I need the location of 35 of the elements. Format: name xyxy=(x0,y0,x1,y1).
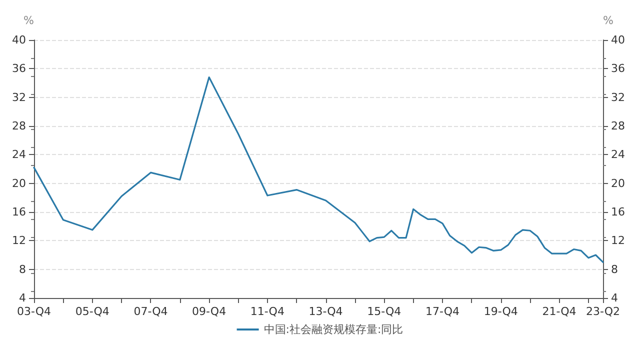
y2-tick-label: 24 xyxy=(611,148,625,162)
y-tick-label: 20 xyxy=(12,176,26,190)
y-tick-label: 36 xyxy=(12,62,26,76)
y-axis-title: % xyxy=(24,14,34,27)
y-tick-label: 16 xyxy=(12,206,26,218)
y-tick-label: 32 xyxy=(12,90,26,104)
x-tick-label: 13-Q4 xyxy=(308,305,343,318)
legend-label: 中国:社会融资规模存量:同比 xyxy=(264,323,404,336)
y2-tick-label: 40 xyxy=(611,34,625,46)
y-tick-label: 40 xyxy=(12,34,26,46)
y-tick-label: 24 xyxy=(12,148,26,162)
y2-tick-label: 32 xyxy=(611,90,625,104)
line-series xyxy=(33,76,604,263)
y2-tick-label: 28 xyxy=(611,120,625,132)
y2-tick-label: 8 xyxy=(611,262,618,276)
y2-tick-label: 20 xyxy=(611,176,625,190)
x-tick-label: 09-Q4 xyxy=(192,305,226,318)
y2-tick-label: 36 xyxy=(611,62,625,76)
y2-tick-label: 4 xyxy=(611,292,618,304)
y2-axis-title: % xyxy=(603,14,614,27)
y-tick-label: 28 xyxy=(12,120,26,132)
y2-tick-label: 16 xyxy=(611,206,625,218)
y-tick-label: 4 xyxy=(19,292,26,304)
x-tick-label: 21-Q4 xyxy=(542,305,576,318)
y2-tick-label: 12 xyxy=(611,234,625,248)
x-tick-label: 23-Q2 xyxy=(586,305,620,318)
y-tick-label: 8 xyxy=(19,262,26,276)
x-tick-label: 05-Q4 xyxy=(75,305,110,318)
x-tick-label: 17-Q4 xyxy=(425,305,460,318)
x-tick-label: 11-Q4 xyxy=(250,305,284,318)
x-tick-label: 03-Q4 xyxy=(16,305,52,318)
x-tick-label: 19-Q4 xyxy=(484,305,518,318)
x-tick-label: 15-Q4 xyxy=(367,305,402,318)
x-tick-label: 07-Q4 xyxy=(134,305,168,318)
y-tick-label: 12 xyxy=(12,234,26,248)
